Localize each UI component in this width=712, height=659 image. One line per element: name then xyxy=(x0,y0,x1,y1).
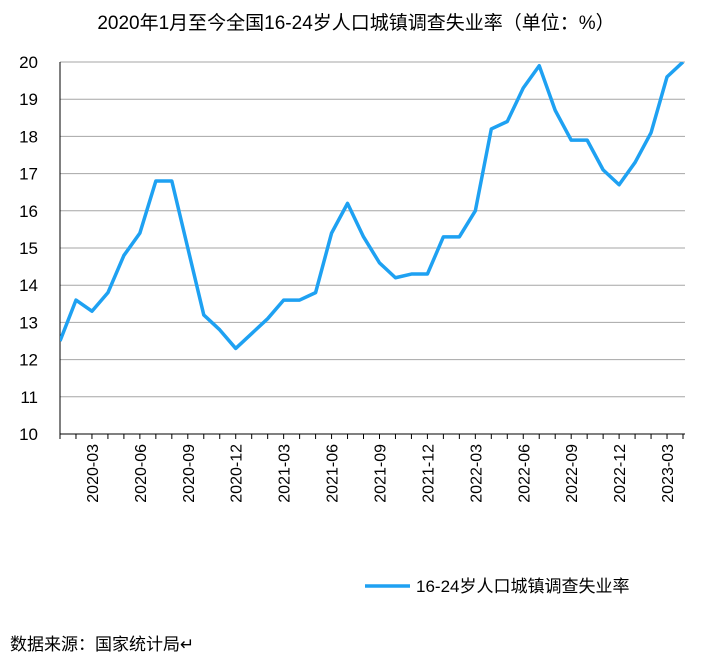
x-tick-label: 2022-06 xyxy=(516,444,533,503)
source-note: 数据来源：国家统计局↵ xyxy=(10,635,195,654)
legend-label: 16-24岁人口城镇调查失业率 xyxy=(416,577,629,596)
y-tick-label: 18 xyxy=(19,127,38,146)
x-tick-label: 2020-09 xyxy=(181,444,198,503)
x-tick-label: 2020-06 xyxy=(133,444,150,503)
x-tick-label: 2021-06 xyxy=(325,444,342,503)
y-tick-label: 13 xyxy=(19,313,38,332)
series-line xyxy=(60,62,685,351)
y-tick-label: 15 xyxy=(19,239,38,258)
y-tick-label: 17 xyxy=(19,165,38,184)
y-tick-label: 19 xyxy=(19,90,38,109)
y-tick-label: 16 xyxy=(19,202,38,221)
x-tick-label: 2022-09 xyxy=(564,444,581,503)
x-tick-label: 2020-12 xyxy=(229,444,246,503)
x-tick-label: 2022-03 xyxy=(468,444,485,503)
y-tick-label: 10 xyxy=(19,425,38,444)
y-tick-label: 11 xyxy=(20,388,38,407)
y-tick-label: 14 xyxy=(19,276,38,295)
x-tick-label: 2022-12 xyxy=(612,444,629,503)
x-tick-label: 2021-12 xyxy=(420,444,437,503)
x-tick-label: 2023-03 xyxy=(660,444,677,503)
y-tick-label: 20 xyxy=(19,53,38,72)
x-tick-label: 2021-09 xyxy=(372,444,389,503)
chart-title: 2020年1月至今全国16-24岁人口城镇调查失业率（单位：%） xyxy=(97,13,615,34)
x-tick-label: 2021-03 xyxy=(277,444,294,503)
y-tick-label: 12 xyxy=(19,351,38,370)
x-tick-label: 2020-03 xyxy=(85,444,102,503)
